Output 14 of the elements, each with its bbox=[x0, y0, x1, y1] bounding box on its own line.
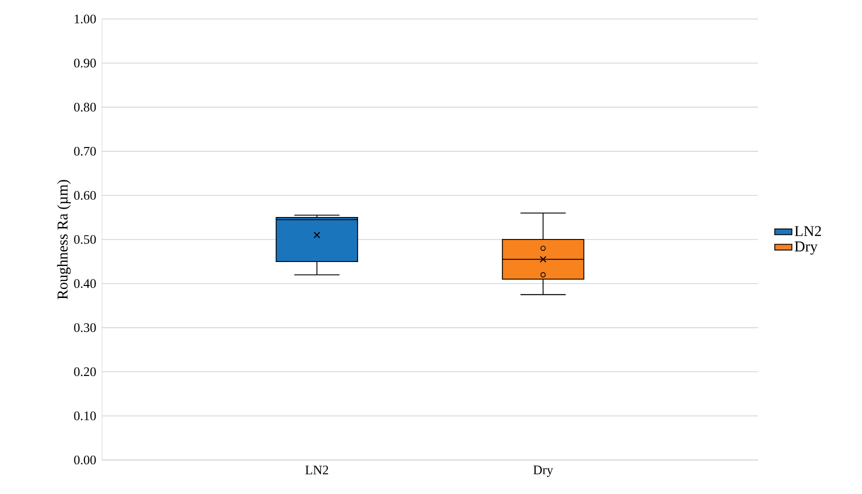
y-tick-label: 0.00 bbox=[74, 456, 96, 464]
y-tick-label: 0.30 bbox=[74, 323, 96, 332]
y-tick-label: 0.90 bbox=[74, 58, 96, 68]
y-tick-label: 0.40 bbox=[74, 279, 96, 288]
y-tick-label: 0.70 bbox=[74, 146, 96, 156]
y-tick-label: 1.00 bbox=[74, 14, 96, 24]
legend-label: Dry bbox=[794, 242, 818, 255]
legend-label: LN2 bbox=[794, 226, 821, 236]
y-tick-label: 0.10 bbox=[74, 411, 96, 420]
y-tick-label: 0.60 bbox=[74, 190, 96, 200]
y-tick-label: 0.80 bbox=[74, 102, 96, 112]
y-axis-title: Roughness Ra (µm) bbox=[57, 180, 71, 300]
y-tick-label: 0.50 bbox=[74, 235, 96, 244]
y-tick-label: 0.20 bbox=[74, 367, 96, 376]
